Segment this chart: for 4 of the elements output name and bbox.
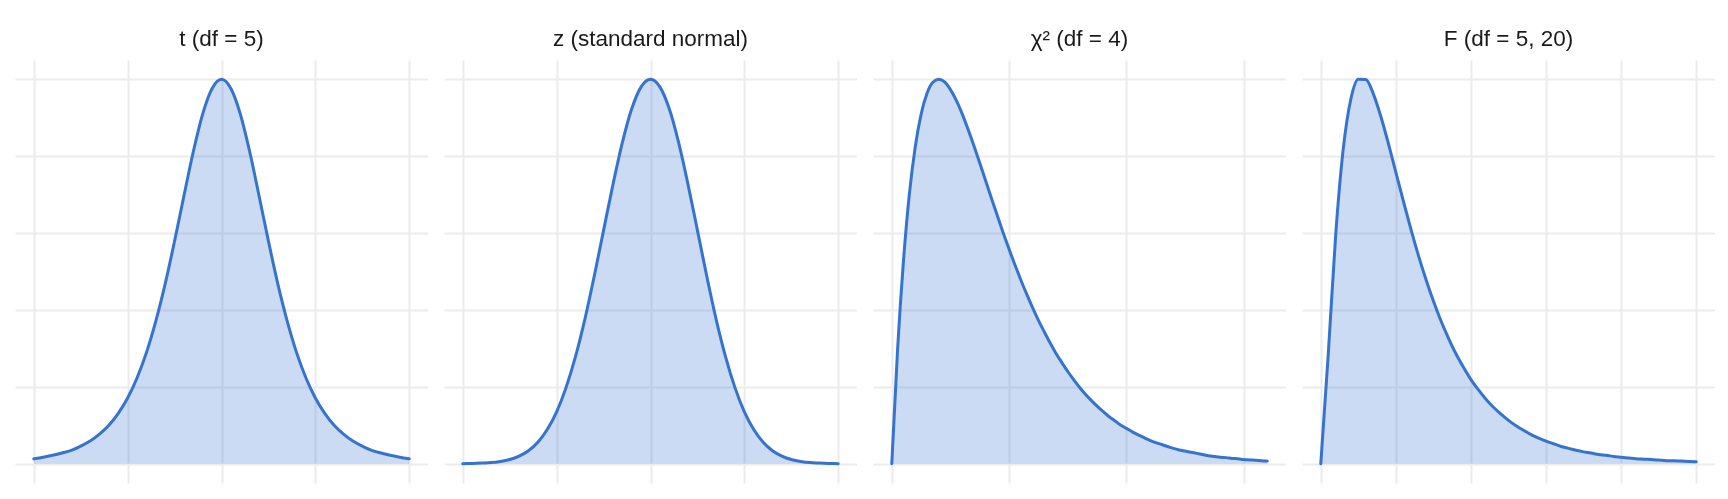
chart-title: t (df = 5)	[179, 25, 264, 51]
chart-title: χ² (df = 4)	[1030, 25, 1129, 51]
chart-title: z (standard normal)	[552, 25, 749, 51]
chart-title: F (df = 5, 20)	[1443, 25, 1574, 51]
